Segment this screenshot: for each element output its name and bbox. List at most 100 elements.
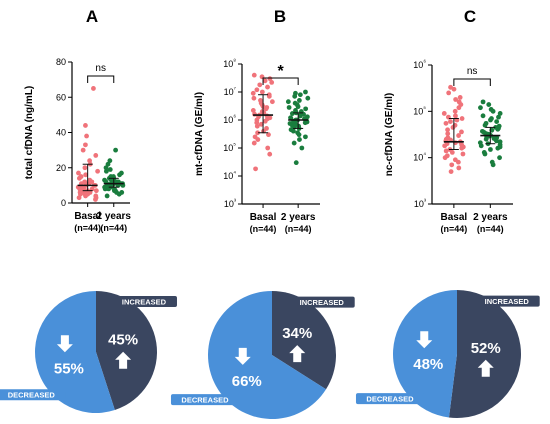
data-point-2-years <box>488 107 494 112</box>
pie-chart-A: 45% 55% INCREASED DECREASED <box>0 291 177 414</box>
data-point-basal <box>78 174 84 179</box>
data-point-basal <box>258 98 263 103</box>
pie-slice-increased <box>96 291 157 411</box>
data-point-2-years <box>494 119 500 125</box>
x-tick-label: 2 years <box>281 212 316 223</box>
data-point-basal <box>83 172 89 178</box>
pie-slice-decreased <box>393 290 457 418</box>
pie-chart-B: 34% 66% INCREASED DECREASED <box>170 291 355 419</box>
data-point-basal <box>84 133 89 139</box>
pie-percent-decreased: 66% <box>232 373 262 390</box>
x-tick-n: (n=44) <box>477 224 504 234</box>
legend-increased-box <box>473 295 540 307</box>
data-point-basal <box>443 148 449 154</box>
data-point-2-years <box>496 123 502 129</box>
pie-percent-decreased: 48% <box>413 356 443 373</box>
data-point-basal <box>267 76 273 82</box>
x-tick-label: Basal <box>250 212 277 223</box>
data-point-2-years <box>497 111 503 116</box>
data-point-basal <box>449 162 455 168</box>
data-point-2-years <box>293 160 299 166</box>
y-tick-label: 10⁵ <box>223 142 236 153</box>
data-point-2-years <box>293 108 298 113</box>
pie-percent-increased: 45% <box>108 332 138 349</box>
data-point-2-years <box>481 149 487 155</box>
pie-slice-increased <box>272 291 336 390</box>
y-tick-label: 0 <box>61 198 66 208</box>
data-point-basal <box>87 177 93 183</box>
data-point-2-years <box>305 95 311 101</box>
y-tick-label: 10⁶ <box>413 59 426 70</box>
data-point-2-years <box>304 114 310 120</box>
x-tick-n: (n=44) <box>285 224 312 234</box>
arrow-down-icon <box>416 331 433 349</box>
data-point-2-years <box>107 158 113 164</box>
data-point-basal <box>251 140 257 146</box>
pie-percent-increased: 34% <box>282 325 312 342</box>
legend-increased-text: INCREASED <box>485 297 530 306</box>
data-point-2-years <box>299 145 305 151</box>
legend-increased-box <box>110 296 177 308</box>
significance-bracket <box>262 77 299 85</box>
data-point-basal <box>265 84 270 90</box>
data-point-2-years <box>480 113 486 119</box>
data-point-2-years <box>486 102 492 107</box>
panel-letter: B <box>274 7 286 26</box>
data-point-2-years <box>496 114 501 120</box>
data-point-basal <box>82 165 88 171</box>
y-axis-label: mt-cfDNA (GE/ml) <box>194 92 205 176</box>
data-point-basal <box>93 193 99 199</box>
pie-slice-increased <box>448 290 521 418</box>
data-point-2-years <box>497 155 502 161</box>
data-point-basal <box>267 151 273 157</box>
data-point-basal <box>456 133 461 138</box>
data-point-basal <box>253 166 258 172</box>
data-point-basal <box>443 120 449 126</box>
legend-decreased-box <box>0 389 66 401</box>
data-point-basal <box>459 116 465 121</box>
data-point-basal <box>444 153 450 159</box>
data-point-2-years <box>289 111 295 116</box>
data-point-basal <box>258 121 264 127</box>
pie-chart-C: 52% 48% INCREASED DECREASED <box>355 290 540 418</box>
data-point-basal <box>452 157 458 163</box>
y-tick-label: 10⁴ <box>223 170 236 181</box>
legend-increased-text: INCREASED <box>122 298 167 307</box>
data-point-basal <box>259 89 265 95</box>
data-point-2-years <box>494 135 500 141</box>
x-tick-n: (n=44) <box>250 224 277 234</box>
panel-C: Cnc-cfDNA (GE/ml)10³10⁴10⁵10⁶Basal(n=44)… <box>384 7 513 234</box>
data-point-2-years <box>478 105 483 111</box>
x-tick-label: Basal <box>74 211 101 222</box>
data-point-basal <box>89 186 95 192</box>
data-point-2-years <box>292 100 298 106</box>
data-point-2-years <box>297 92 303 98</box>
data-point-basal <box>441 111 447 116</box>
data-point-basal <box>83 142 88 148</box>
significance-bracket <box>87 75 115 83</box>
legend-decreased-text: DECREASED <box>181 396 229 405</box>
data-point-basal <box>83 123 88 128</box>
y-tick-label: 10⁷ <box>224 86 237 97</box>
data-point-2-years <box>103 165 109 171</box>
data-point-2-years <box>303 134 308 140</box>
data-point-basal <box>254 87 260 93</box>
data-point-basal <box>456 99 462 105</box>
significance-bracket <box>453 78 491 86</box>
data-point-basal <box>445 127 450 133</box>
data-point-2-years <box>119 170 124 176</box>
data-point-basal <box>269 99 275 105</box>
data-point-basal <box>252 134 258 140</box>
y-tick-label: 40 <box>56 128 66 138</box>
data-point-basal <box>264 105 270 110</box>
data-point-basal <box>262 78 268 84</box>
data-point-basal <box>452 108 458 114</box>
data-point-basal <box>448 119 453 125</box>
y-axis-label: total cfDNA (ng/mL) <box>24 86 35 180</box>
data-point-2-years <box>105 161 111 167</box>
data-point-basal <box>87 158 92 164</box>
legend-decreased-box <box>170 394 239 406</box>
data-point-2-years <box>489 159 495 165</box>
data-point-2-years <box>108 174 114 179</box>
